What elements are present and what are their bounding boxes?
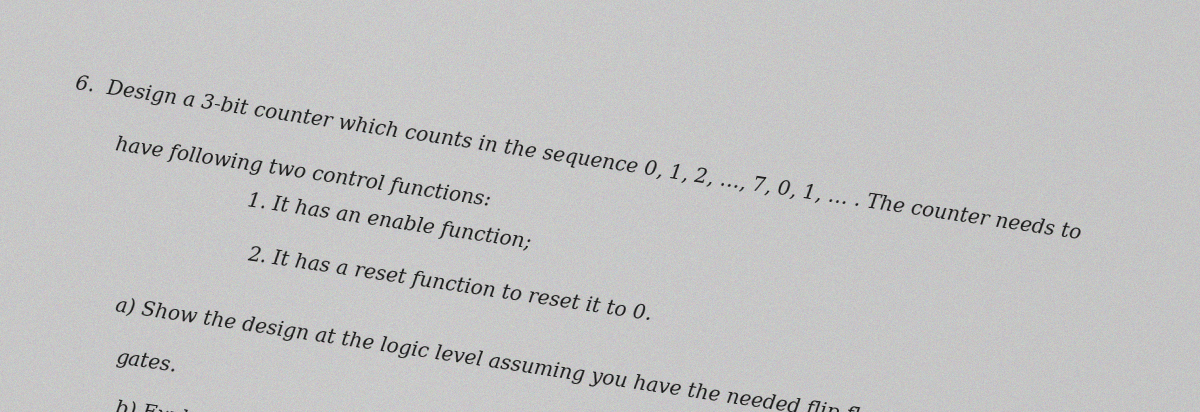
Text: have following two control functions:: have following two control functions:: [114, 136, 492, 211]
Text: b) Explain how your design works.: b) Explain how your design works.: [114, 399, 467, 412]
Text: 2. It has a reset function to reset it to 0.: 2. It has a reset function to reset it t…: [246, 245, 653, 324]
Text: a) Show the design at the logic level assuming you have the needed flip-flops an: a) Show the design at the logic level as…: [114, 296, 1072, 412]
Text: gates.: gates.: [114, 348, 178, 376]
Text: 6.  Design a 3-bit counter which counts in the sequence 0, 1, 2, …, 7, 0, 1, … .: 6. Design a 3-bit counter which counts i…: [74, 74, 1082, 243]
Text: 1. It has an enable function;: 1. It has an enable function;: [246, 191, 533, 253]
